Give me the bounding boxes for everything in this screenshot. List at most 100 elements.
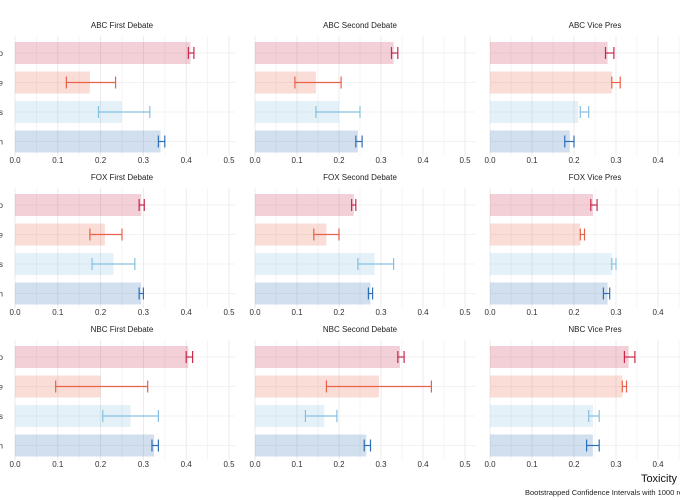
- x-tick-label: 0.2: [333, 308, 345, 317]
- x-tick-label: 0.1: [526, 460, 538, 469]
- bar: [490, 346, 629, 368]
- bar: [15, 101, 122, 123]
- x-tick-label: 0.4: [652, 156, 664, 165]
- panel-title: ABC First Debate: [91, 21, 154, 30]
- panel-title: FOX First Debate: [91, 173, 154, 182]
- bar: [490, 71, 612, 94]
- bar: [255, 223, 327, 246]
- category-label: s: [0, 412, 3, 421]
- x-tick-label: 0.5: [459, 308, 471, 317]
- category-label: s: [0, 260, 3, 269]
- bar: [490, 405, 593, 427]
- bar: [490, 282, 608, 305]
- bar: [15, 253, 114, 275]
- x-tick-label: 0.0: [484, 156, 496, 165]
- x-tick-label: 0.5: [459, 156, 471, 165]
- bar: [255, 101, 339, 123]
- x-tick-label: 0.4: [652, 460, 664, 469]
- x-tick-label: 0.0: [9, 460, 21, 469]
- category-label: o: [0, 201, 4, 210]
- bar: [15, 194, 142, 216]
- x-tick-label: 0.4: [417, 308, 429, 317]
- bar: [255, 282, 371, 305]
- panel-title: ABC Vice Pres: [569, 21, 622, 30]
- bar: [490, 253, 612, 275]
- x-tick-label: 0.2: [95, 460, 107, 469]
- x-tick-label: 0.4: [652, 308, 664, 317]
- x-tick-label: 0.0: [484, 460, 496, 469]
- bar: [15, 223, 105, 246]
- panel-plot-area: [489, 188, 680, 308]
- x-axis-title: Toxicity: [641, 473, 678, 485]
- x-tick-label: 0.0: [9, 156, 21, 165]
- x-tick-label: 0.5: [223, 156, 235, 165]
- x-tick-label: 0.4: [181, 308, 193, 317]
- x-tick-label: 0.0: [249, 308, 261, 317]
- x-tick-label: 0.2: [95, 156, 107, 165]
- bar: [255, 434, 367, 457]
- x-tick-label: 0.0: [249, 460, 261, 469]
- bar: [490, 375, 623, 398]
- panel-title: FOX Second Debate: [323, 173, 397, 182]
- bar: [255, 194, 354, 216]
- x-tick-label: 0.4: [181, 156, 193, 165]
- x-tick-label: 0.0: [9, 308, 21, 317]
- panel-title: FOX Vice Pres: [569, 173, 622, 182]
- x-tick-label: 0.3: [138, 460, 150, 469]
- x-tick-label: 0.3: [138, 156, 150, 165]
- category-label: n: [0, 442, 3, 451]
- category-label: o: [0, 49, 4, 58]
- bar: [255, 375, 379, 398]
- x-tick-label: 0.0: [484, 308, 496, 317]
- x-tick-label: 0.4: [181, 460, 193, 469]
- panel-plot-area: [14, 188, 235, 308]
- x-tick-label: 0.5: [223, 308, 235, 317]
- bar: [15, 282, 142, 305]
- x-tick-label: 0.4: [417, 156, 429, 165]
- x-tick-label: 0.4: [417, 460, 429, 469]
- x-tick-label: 0.1: [526, 156, 538, 165]
- x-tick-label: 0.5: [459, 460, 471, 469]
- x-tick-label: 0.1: [291, 156, 303, 165]
- panel-plot-area: [254, 188, 475, 308]
- bar: [15, 42, 191, 64]
- category-label: e: [0, 383, 4, 392]
- x-tick-label: 0.3: [610, 460, 622, 469]
- x-tick-label: 0.1: [52, 156, 64, 165]
- bar: [490, 223, 581, 246]
- bar: [490, 194, 593, 216]
- bar: [15, 346, 189, 368]
- x-tick-label: 0.1: [291, 308, 303, 317]
- x-tick-label: 0.2: [568, 308, 580, 317]
- x-tick-label: 0.2: [568, 156, 580, 165]
- bar: [255, 71, 316, 94]
- panel-plot-area: [14, 340, 235, 460]
- bar: [490, 130, 570, 153]
- bar: [255, 253, 375, 275]
- panel-plot-area: [14, 36, 235, 156]
- category-label: e: [0, 79, 4, 88]
- x-tick-label: 0.2: [333, 156, 345, 165]
- x-tick-label: 0.1: [52, 308, 64, 317]
- bar: [490, 434, 593, 457]
- category-label: e: [0, 231, 4, 240]
- panel-plot-area: [254, 36, 475, 156]
- bar: [15, 434, 155, 457]
- x-tick-label: 0.3: [375, 308, 387, 317]
- panel-title: NBC Vice Pres: [568, 325, 621, 334]
- x-tick-label: 0.3: [610, 156, 622, 165]
- bar: [255, 405, 325, 427]
- category-label: n: [0, 290, 3, 299]
- bar: [15, 405, 131, 427]
- bar: [255, 346, 400, 368]
- panel-title: NBC First Debate: [91, 325, 154, 334]
- panel-plot-area: [489, 340, 680, 460]
- bar: [490, 101, 579, 123]
- category-label: o: [0, 353, 4, 362]
- x-tick-label: 0.0: [249, 156, 261, 165]
- x-tick-label: 0.2: [95, 308, 107, 317]
- panel-title: NBC Second Debate: [323, 325, 398, 334]
- panel-title: ABC Second Debate: [323, 21, 397, 30]
- category-label: n: [0, 138, 3, 147]
